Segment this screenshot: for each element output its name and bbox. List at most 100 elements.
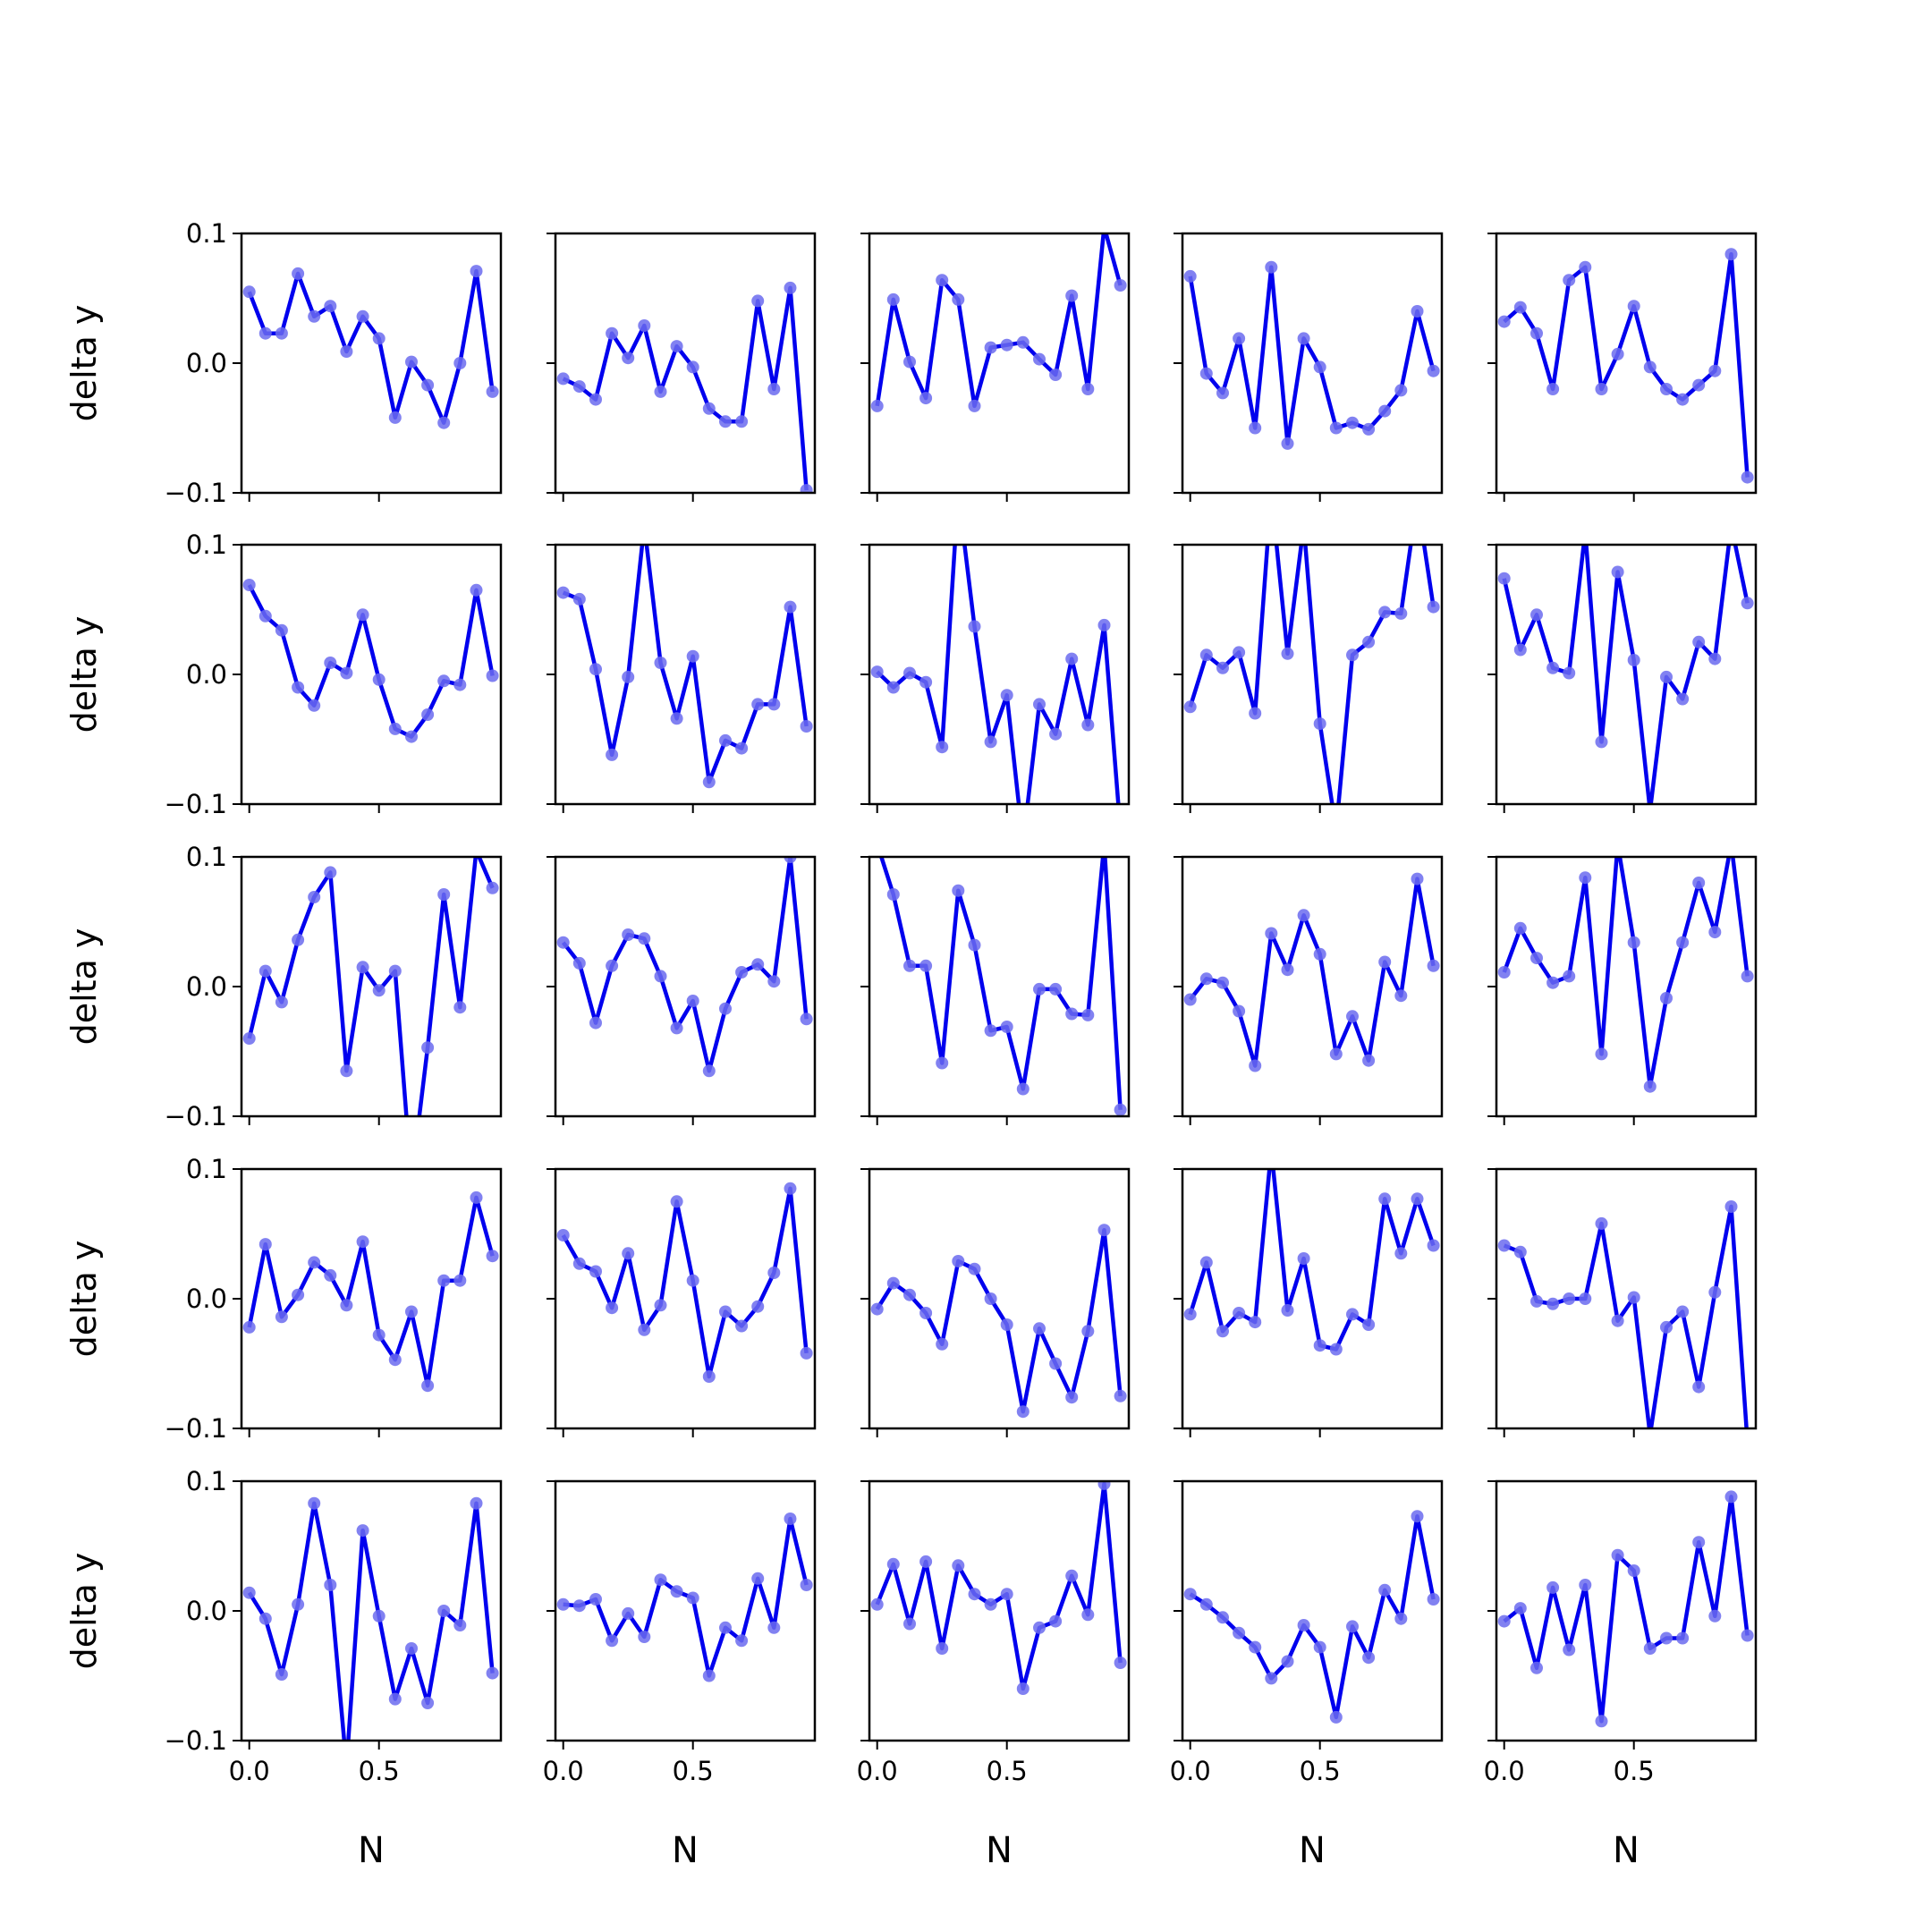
y-axis-label: delta y [64,1553,104,1670]
plot-area [1183,260,1440,450]
data-point [1249,1316,1262,1329]
data-point [886,292,900,306]
data-point [372,332,386,345]
data-point [308,1496,321,1510]
data-point [654,657,667,669]
plot-area [1183,545,1440,804]
y-tick-label: 0.0 [186,1596,227,1626]
y-tick-label: 0.1 [186,218,227,249]
data-point [356,1235,369,1249]
data-point [556,372,570,386]
data-point [1563,1292,1576,1305]
subplot-1-2 [547,232,817,502]
data-point [556,936,570,949]
data-point [1676,393,1690,406]
data-point [903,355,916,369]
data-point [1249,421,1262,435]
data-point [1595,1047,1608,1061]
data-point [670,1021,683,1035]
data-point [1183,269,1197,283]
data-point [800,1579,813,1591]
data-point [1595,383,1608,395]
data-point [886,1557,900,1571]
data-point [952,1559,965,1572]
data-point [1627,300,1640,313]
data-point [1611,565,1624,579]
data-point [258,326,272,340]
data-point [275,1310,288,1324]
data-point [1183,700,1197,714]
data-point [1378,1192,1392,1206]
data-point [1049,982,1063,996]
y-tick-label: −0.1 [165,1725,227,1756]
data-point [453,678,467,691]
data-point [1199,1597,1213,1611]
y-tick-label: 0.1 [186,842,227,872]
data-point [324,300,337,313]
data-point [1313,1339,1326,1352]
data-point [356,1524,369,1538]
data-point [1546,661,1560,674]
data-point [1265,260,1278,274]
data-point [421,708,435,721]
data-point [686,649,699,663]
data-point [1033,1621,1046,1634]
data-point [242,1586,256,1599]
data-point [258,1612,272,1625]
data-point [1497,315,1511,328]
data-point [1611,1548,1624,1562]
data-point [638,319,651,332]
data-point [1329,1710,1343,1724]
data-point [686,995,699,1007]
data-point [638,1323,651,1336]
data-point [1281,436,1294,450]
data-point [784,857,797,863]
data-point [1394,1612,1408,1625]
data-point [1216,386,1229,400]
data-point [1016,1082,1030,1096]
data-point [1513,1245,1527,1258]
data-point [1033,982,1046,996]
data-point [486,1666,499,1680]
data-point [1297,909,1310,922]
data-point [886,681,900,694]
series-line [1502,545,1750,804]
data-point [751,294,765,308]
data-point [1114,279,1127,292]
data-point [952,884,965,897]
data-point [1725,838,1738,851]
data-point [968,938,981,952]
y-tick-label: −0.1 [165,1413,227,1444]
data-point [1114,824,1127,836]
data-point [1000,338,1013,352]
data-point [1660,383,1673,395]
subplot-2-5 [1487,543,1758,813]
x-tick-label: 0.5 [673,1756,714,1786]
data-point [405,1175,418,1188]
data-point [800,720,813,733]
data-point [1724,1490,1738,1504]
subplot-3-5 [1487,838,1758,1125]
y-tick-label: −0.1 [165,1101,227,1131]
data-point [1676,1305,1690,1318]
series-line [1188,545,1436,804]
data-point [1081,1325,1095,1338]
data-point [292,1597,305,1611]
data-point [1394,989,1408,1003]
data-point [1183,993,1197,1006]
data-point [686,360,699,374]
data-point [719,415,732,428]
subplot-3-3 [860,855,1131,1125]
data-point [1346,1308,1359,1321]
data-point [1579,871,1592,885]
data-point [470,844,483,857]
data-point [437,1274,451,1287]
data-point [719,733,732,747]
data-point [1611,347,1624,360]
data-point [735,1319,749,1333]
subplot-3-4 [1174,855,1444,1125]
data-point [1265,1672,1278,1685]
data-point [968,399,981,412]
data-point [1411,1192,1424,1206]
